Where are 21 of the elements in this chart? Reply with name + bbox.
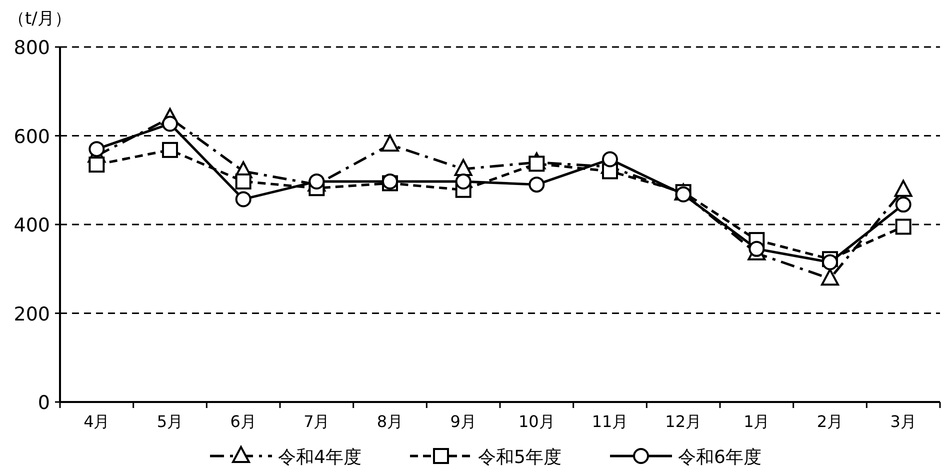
x-tick-label: 7月	[304, 412, 330, 431]
x-tick-label: 12月	[665, 412, 702, 431]
y-tick-label: 800	[14, 37, 50, 59]
y-tick-label: 0	[38, 392, 50, 414]
x-tick-label: 5月	[156, 412, 184, 431]
y-tick-label: 600	[14, 126, 50, 148]
x-tick-label: 2月	[816, 412, 844, 431]
x-tick-label: 11月	[592, 412, 628, 431]
legend-label: 令和5年度	[478, 447, 562, 468]
legend-label: 令和6年度	[678, 447, 762, 468]
y-tick-label: 400	[14, 214, 50, 236]
x-tick-label: 8月	[376, 412, 404, 431]
y-tick-label: 200	[14, 303, 50, 326]
x-tick-label: 3月	[890, 412, 916, 431]
x-tick-label: 9月	[450, 412, 476, 431]
x-tick-label: 1月	[744, 412, 770, 431]
legend-label: 令和4年度	[278, 447, 362, 468]
x-tick-label: 10月	[518, 412, 555, 431]
x-tick-label: 4月	[84, 412, 110, 431]
y-axis-title: （t/月）	[8, 9, 72, 29]
x-tick-label: 6月	[230, 412, 256, 431]
